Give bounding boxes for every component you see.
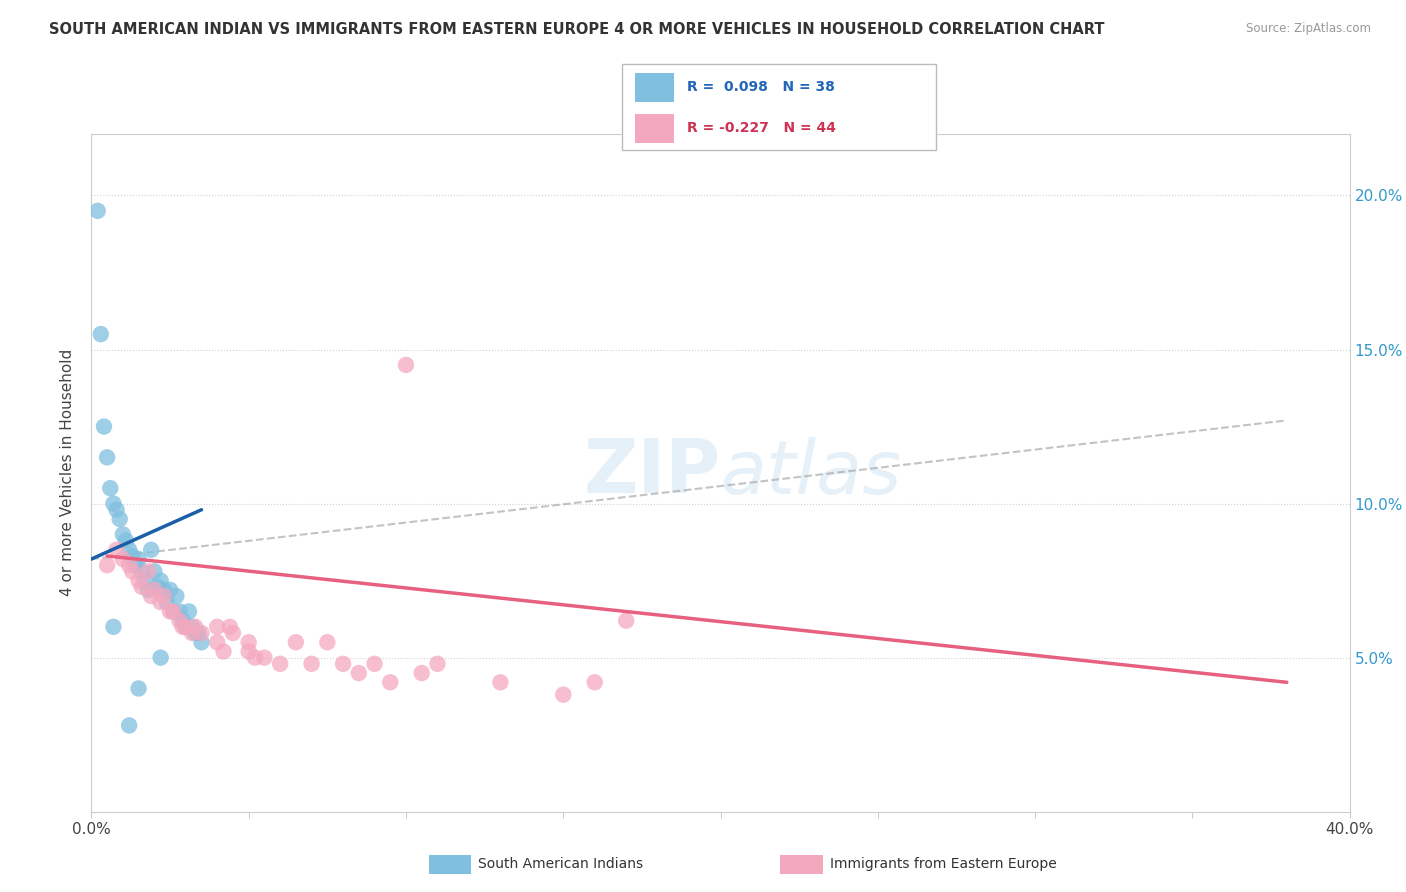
Point bbox=[190, 635, 212, 649]
FancyBboxPatch shape bbox=[621, 64, 935, 150]
Bar bbox=[636, 73, 673, 102]
Point bbox=[105, 502, 128, 516]
Point bbox=[165, 589, 187, 603]
Point bbox=[136, 565, 159, 579]
Point bbox=[347, 666, 370, 681]
Point bbox=[103, 497, 125, 511]
Point bbox=[243, 650, 266, 665]
Point bbox=[105, 542, 128, 557]
Point bbox=[177, 604, 200, 618]
Point bbox=[128, 681, 150, 696]
Point bbox=[172, 614, 194, 628]
Point bbox=[146, 580, 169, 594]
Point bbox=[103, 620, 125, 634]
Point bbox=[269, 657, 291, 671]
Point bbox=[205, 635, 228, 649]
Point bbox=[108, 512, 131, 526]
Point bbox=[136, 582, 159, 597]
Point bbox=[181, 620, 204, 634]
Point bbox=[141, 542, 163, 557]
Point bbox=[121, 549, 143, 563]
Point bbox=[411, 666, 433, 681]
Point bbox=[156, 595, 179, 609]
Point bbox=[172, 620, 194, 634]
Text: South American Indians: South American Indians bbox=[478, 857, 643, 871]
Bar bbox=[636, 114, 673, 143]
Point bbox=[96, 558, 118, 573]
Point bbox=[332, 657, 354, 671]
Point bbox=[583, 675, 606, 690]
Point bbox=[149, 574, 172, 588]
Point bbox=[238, 644, 260, 658]
Point bbox=[159, 582, 181, 597]
Point bbox=[169, 604, 191, 618]
Text: R =  0.098   N = 38: R = 0.098 N = 38 bbox=[686, 80, 834, 95]
Point bbox=[212, 644, 235, 658]
Point bbox=[426, 657, 449, 671]
Point bbox=[205, 620, 228, 634]
Point bbox=[218, 620, 240, 634]
Point bbox=[238, 635, 260, 649]
Point bbox=[162, 604, 184, 618]
Point bbox=[141, 589, 163, 603]
Point bbox=[111, 552, 134, 566]
Point bbox=[553, 688, 575, 702]
Point bbox=[181, 626, 204, 640]
Point bbox=[190, 626, 212, 640]
Point bbox=[284, 635, 307, 649]
Point bbox=[90, 327, 112, 342]
Point bbox=[149, 595, 172, 609]
Point bbox=[489, 675, 512, 690]
Point bbox=[316, 635, 339, 649]
Point bbox=[149, 650, 172, 665]
Point bbox=[96, 450, 118, 465]
Point bbox=[380, 675, 402, 690]
Point bbox=[152, 589, 174, 603]
Point bbox=[121, 565, 143, 579]
Point bbox=[169, 614, 191, 628]
Point bbox=[162, 604, 184, 618]
Point bbox=[159, 604, 181, 618]
Point bbox=[143, 565, 166, 579]
Point bbox=[128, 552, 150, 566]
Point bbox=[174, 620, 197, 634]
Point bbox=[118, 558, 141, 573]
Point bbox=[128, 574, 150, 588]
Point bbox=[98, 481, 121, 495]
Text: R = -0.227   N = 44: R = -0.227 N = 44 bbox=[686, 121, 835, 136]
Point bbox=[134, 574, 156, 588]
Point bbox=[86, 203, 108, 218]
Point bbox=[301, 657, 323, 671]
Point bbox=[222, 626, 245, 640]
Point bbox=[115, 533, 138, 548]
Point bbox=[174, 620, 197, 634]
Point bbox=[395, 358, 418, 372]
Point bbox=[111, 527, 134, 541]
Point bbox=[93, 419, 115, 434]
Text: ZIP: ZIP bbox=[583, 436, 720, 509]
Text: Source: ZipAtlas.com: Source: ZipAtlas.com bbox=[1246, 22, 1371, 36]
Point bbox=[124, 558, 146, 573]
Point bbox=[184, 626, 207, 640]
Point bbox=[187, 626, 209, 640]
Point bbox=[253, 650, 276, 665]
Y-axis label: 4 or more Vehicles in Household: 4 or more Vehicles in Household bbox=[60, 349, 76, 597]
Text: SOUTH AMERICAN INDIAN VS IMMIGRANTS FROM EASTERN EUROPE 4 OR MORE VEHICLES IN HO: SOUTH AMERICAN INDIAN VS IMMIGRANTS FROM… bbox=[49, 22, 1105, 37]
Point bbox=[614, 614, 637, 628]
Text: atlas: atlas bbox=[720, 437, 903, 508]
Point bbox=[131, 580, 153, 594]
Point bbox=[143, 582, 166, 597]
Point bbox=[363, 657, 385, 671]
Point bbox=[184, 620, 207, 634]
Point bbox=[118, 542, 141, 557]
Text: Immigrants from Eastern Europe: Immigrants from Eastern Europe bbox=[830, 857, 1056, 871]
Point bbox=[118, 718, 141, 732]
Point bbox=[152, 582, 174, 597]
Point bbox=[131, 565, 153, 579]
